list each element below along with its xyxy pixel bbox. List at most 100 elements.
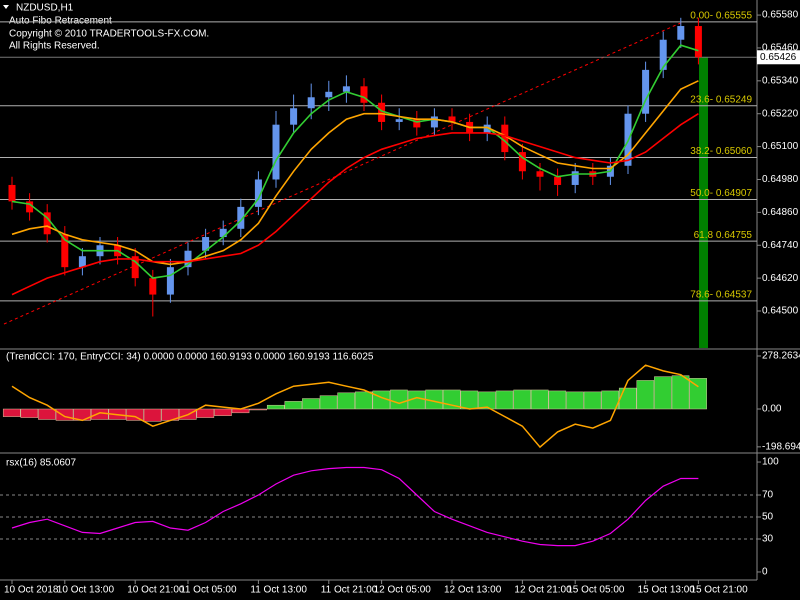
cci-bar	[2, 408, 21, 417]
candle-body	[61, 234, 69, 268]
candle-body	[219, 228, 227, 238]
candle-body	[78, 256, 86, 268]
x-tick-label: 10 Oct 2018	[4, 585, 59, 596]
x-tick-label: 10 Oct 13:00	[57, 585, 115, 596]
candle-body	[237, 206, 245, 229]
y-tick-label: -198.6945	[762, 441, 800, 452]
cci-bar	[548, 390, 567, 410]
fibo-label: 50.0- 0.64907	[690, 188, 752, 199]
candle-body	[413, 119, 421, 128]
cci-bar	[90, 408, 109, 420]
candle-body	[694, 26, 702, 58]
cci-bar	[583, 391, 602, 410]
rsx-line	[11, 466, 699, 547]
candle-body	[184, 250, 192, 268]
candle-body	[254, 179, 262, 207]
fibo-trendline	[3, 21, 684, 325]
last-price-label: 0.65426	[760, 52, 797, 63]
fibo-label: 38.2- 0.65060	[690, 146, 752, 157]
y-tick-label: 0.64980	[762, 174, 799, 185]
cci-bar	[55, 408, 74, 421]
candle-body	[325, 91, 333, 98]
x-tick-label: 10 Oct 21:00	[127, 585, 185, 596]
last-price-box	[757, 50, 800, 65]
candle-body	[290, 108, 298, 125]
panel-title: rsx(16) 85.0607	[6, 458, 76, 469]
cci-bar	[214, 408, 232, 416]
y-tick-label: 100	[762, 457, 779, 468]
y-tick-label: 50	[762, 512, 774, 523]
x-tick-label: 11 Oct 05:00	[180, 585, 237, 596]
entry-cci-line	[11, 364, 699, 449]
cci-bar	[530, 389, 549, 410]
cci-bar	[196, 408, 215, 418]
y-tick-label: 0.64740	[762, 240, 799, 251]
annotation: Copyright © 2010 TRADERTOOLS-FX.COM.	[9, 29, 209, 40]
candle-body	[360, 86, 368, 103]
x-tick-label: 12 Oct 05:00	[374, 585, 432, 596]
y-tick-label: 0.64500	[762, 306, 799, 317]
x-tick-label: 12 Oct 21:00	[514, 585, 572, 596]
x-tick-label: 12 Oct 13:00	[444, 585, 502, 596]
candle-body	[659, 39, 667, 70]
y-tick-label: 0.65460	[762, 43, 799, 54]
candle-body	[8, 184, 16, 202]
candle-body	[149, 278, 157, 295]
cci-bar	[460, 390, 479, 410]
candle-body	[501, 124, 509, 153]
y-tick-label: 278.2634	[762, 351, 800, 362]
signal-bar	[699, 57, 708, 348]
y-tick-label: 0.65340	[762, 75, 799, 86]
candle-body	[43, 212, 51, 235]
window-menu-icon[interactable]	[3, 5, 9, 9]
cci-bar	[302, 398, 320, 410]
fibo-label: 0.00- 0.65555	[690, 11, 752, 22]
candle-body	[536, 171, 544, 177]
candle-body	[131, 256, 139, 279]
cci-bar	[618, 387, 637, 410]
y-tick-label: 0.65580	[762, 10, 799, 21]
cci-bar	[566, 391, 584, 410]
y-tick-label: 70	[762, 490, 774, 501]
candle-body	[26, 201, 34, 213]
y-tick-label: 0.65220	[762, 108, 799, 119]
cci-bar	[266, 404, 285, 410]
cci-bar	[249, 408, 267, 411]
cci-bar	[671, 375, 690, 410]
cci-bar	[654, 376, 672, 410]
cci-bar	[284, 401, 303, 410]
candle-body	[448, 116, 456, 122]
fibo-label: 61.8 0.64755	[694, 230, 753, 241]
cci-bar	[126, 408, 144, 421]
candle-body	[571, 171, 579, 185]
moving-average	[11, 44, 699, 279]
moving-average	[11, 113, 699, 296]
cci-bar	[319, 395, 338, 410]
annotation: Auto Fibo Retracement	[9, 16, 112, 27]
candle-body	[272, 124, 280, 180]
candle-body	[342, 86, 350, 92]
y-tick-label: 0.64860	[762, 207, 799, 218]
candle-body	[642, 69, 650, 114]
candle-body	[166, 267, 174, 295]
candle-body	[307, 97, 315, 109]
candle-body	[554, 176, 562, 185]
fibo-label: 78.6- 0.64537	[690, 290, 752, 301]
x-tick-label: 15 Oct 13:00	[638, 585, 696, 596]
x-tick-label: 11 Oct 13:00	[250, 585, 307, 596]
cci-bar	[478, 391, 496, 410]
cci-bar	[38, 408, 56, 420]
cci-bar	[337, 392, 355, 410]
y-tick-label: 0	[762, 567, 768, 578]
chart-title: NZDUSD,H1	[16, 3, 74, 14]
cci-bar	[636, 380, 655, 410]
cci-bar	[390, 389, 408, 410]
y-tick-label: 0.65100	[762, 141, 799, 152]
fibo-label: 23.6- 0.65249	[690, 94, 752, 105]
x-tick-label: 11 Oct 21:00	[321, 585, 378, 596]
cci-bar	[689, 378, 707, 410]
candle-body	[378, 102, 386, 122]
cci-bar	[513, 389, 531, 410]
candle-body	[202, 237, 210, 251]
